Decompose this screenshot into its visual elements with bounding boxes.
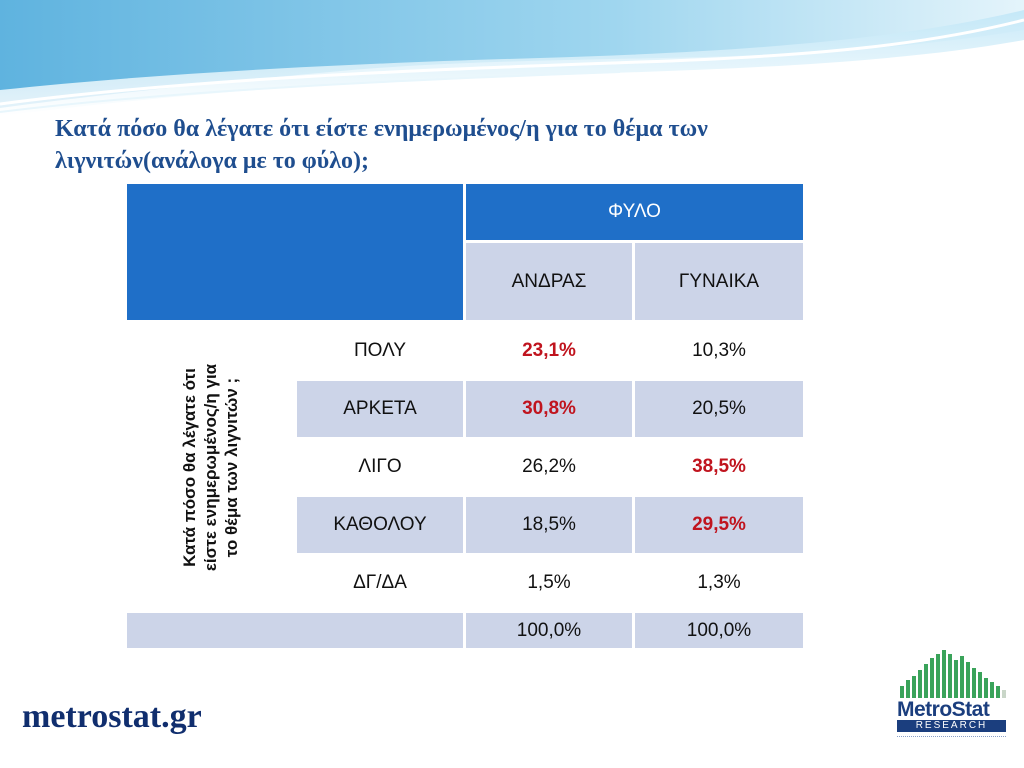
table-cell: 10,3% bbox=[635, 323, 803, 379]
row-header-question: Κατά πόσο θα λέγατε ότι είστε ενημερωμέν… bbox=[127, 323, 294, 611]
logo-divider bbox=[897, 736, 1006, 739]
table-cell: 1,3% bbox=[635, 555, 803, 611]
row-label: ΔΓ/ΔΑ bbox=[297, 555, 463, 611]
metrostat-logo: MetroStat RESEARCH bbox=[886, 632, 1024, 768]
row-label: ΚΑΘΟΛΟΥ bbox=[297, 497, 463, 553]
table-cell: 29,5% bbox=[635, 497, 803, 553]
table-cell: 30,8% bbox=[466, 381, 632, 437]
table-cell: 23,1% bbox=[466, 323, 632, 379]
total-cell: 100,0% bbox=[466, 613, 632, 648]
header-wave-decoration bbox=[0, 0, 1024, 130]
group-header: ΦΥΛΟ bbox=[466, 184, 803, 240]
column-header-women: ΓΥΝΑΙΚΑ bbox=[635, 243, 803, 320]
page-title: Κατά πόσο θα λέγατε ότι είστε ενημερωμέν… bbox=[55, 116, 708, 174]
table-cell: 18,5% bbox=[466, 497, 632, 553]
row-label: ΑΡΚΕΤΑ bbox=[297, 381, 463, 437]
table-cell: 20,5% bbox=[635, 381, 803, 437]
totals-label-cell bbox=[127, 613, 463, 648]
row-header-line: είστε ενημερωμένος/η για bbox=[201, 363, 221, 571]
results-table: ΦΥΛΟ ΑΝΔΡΑΣ ΓΥΝΑΙΚΑ Κατά πόσο θα λέγατε … bbox=[127, 184, 803, 648]
logo-subtitle: RESEARCH bbox=[897, 720, 1006, 732]
table-cell: 38,5% bbox=[635, 439, 803, 495]
logo-wordmark: MetroStat bbox=[897, 698, 990, 721]
table-cell: 26,2% bbox=[466, 439, 632, 495]
logo-bars-icon bbox=[900, 650, 1006, 698]
row-label: ΠΟΛΥ bbox=[297, 323, 463, 379]
table-cell: 1,5% bbox=[466, 555, 632, 611]
row-header-line: το θέμα των λιγνιτών ; bbox=[222, 377, 242, 557]
column-header-men: ΑΝΔΡΑΣ bbox=[466, 243, 632, 320]
site-name: metrostat.gr bbox=[22, 698, 202, 735]
total-cell: 100,0% bbox=[635, 613, 803, 648]
row-label: ΛΙΓΟ bbox=[297, 439, 463, 495]
row-header-line: Κατά πόσο θα λέγατε ότι bbox=[180, 367, 200, 567]
table-corner bbox=[127, 184, 463, 320]
